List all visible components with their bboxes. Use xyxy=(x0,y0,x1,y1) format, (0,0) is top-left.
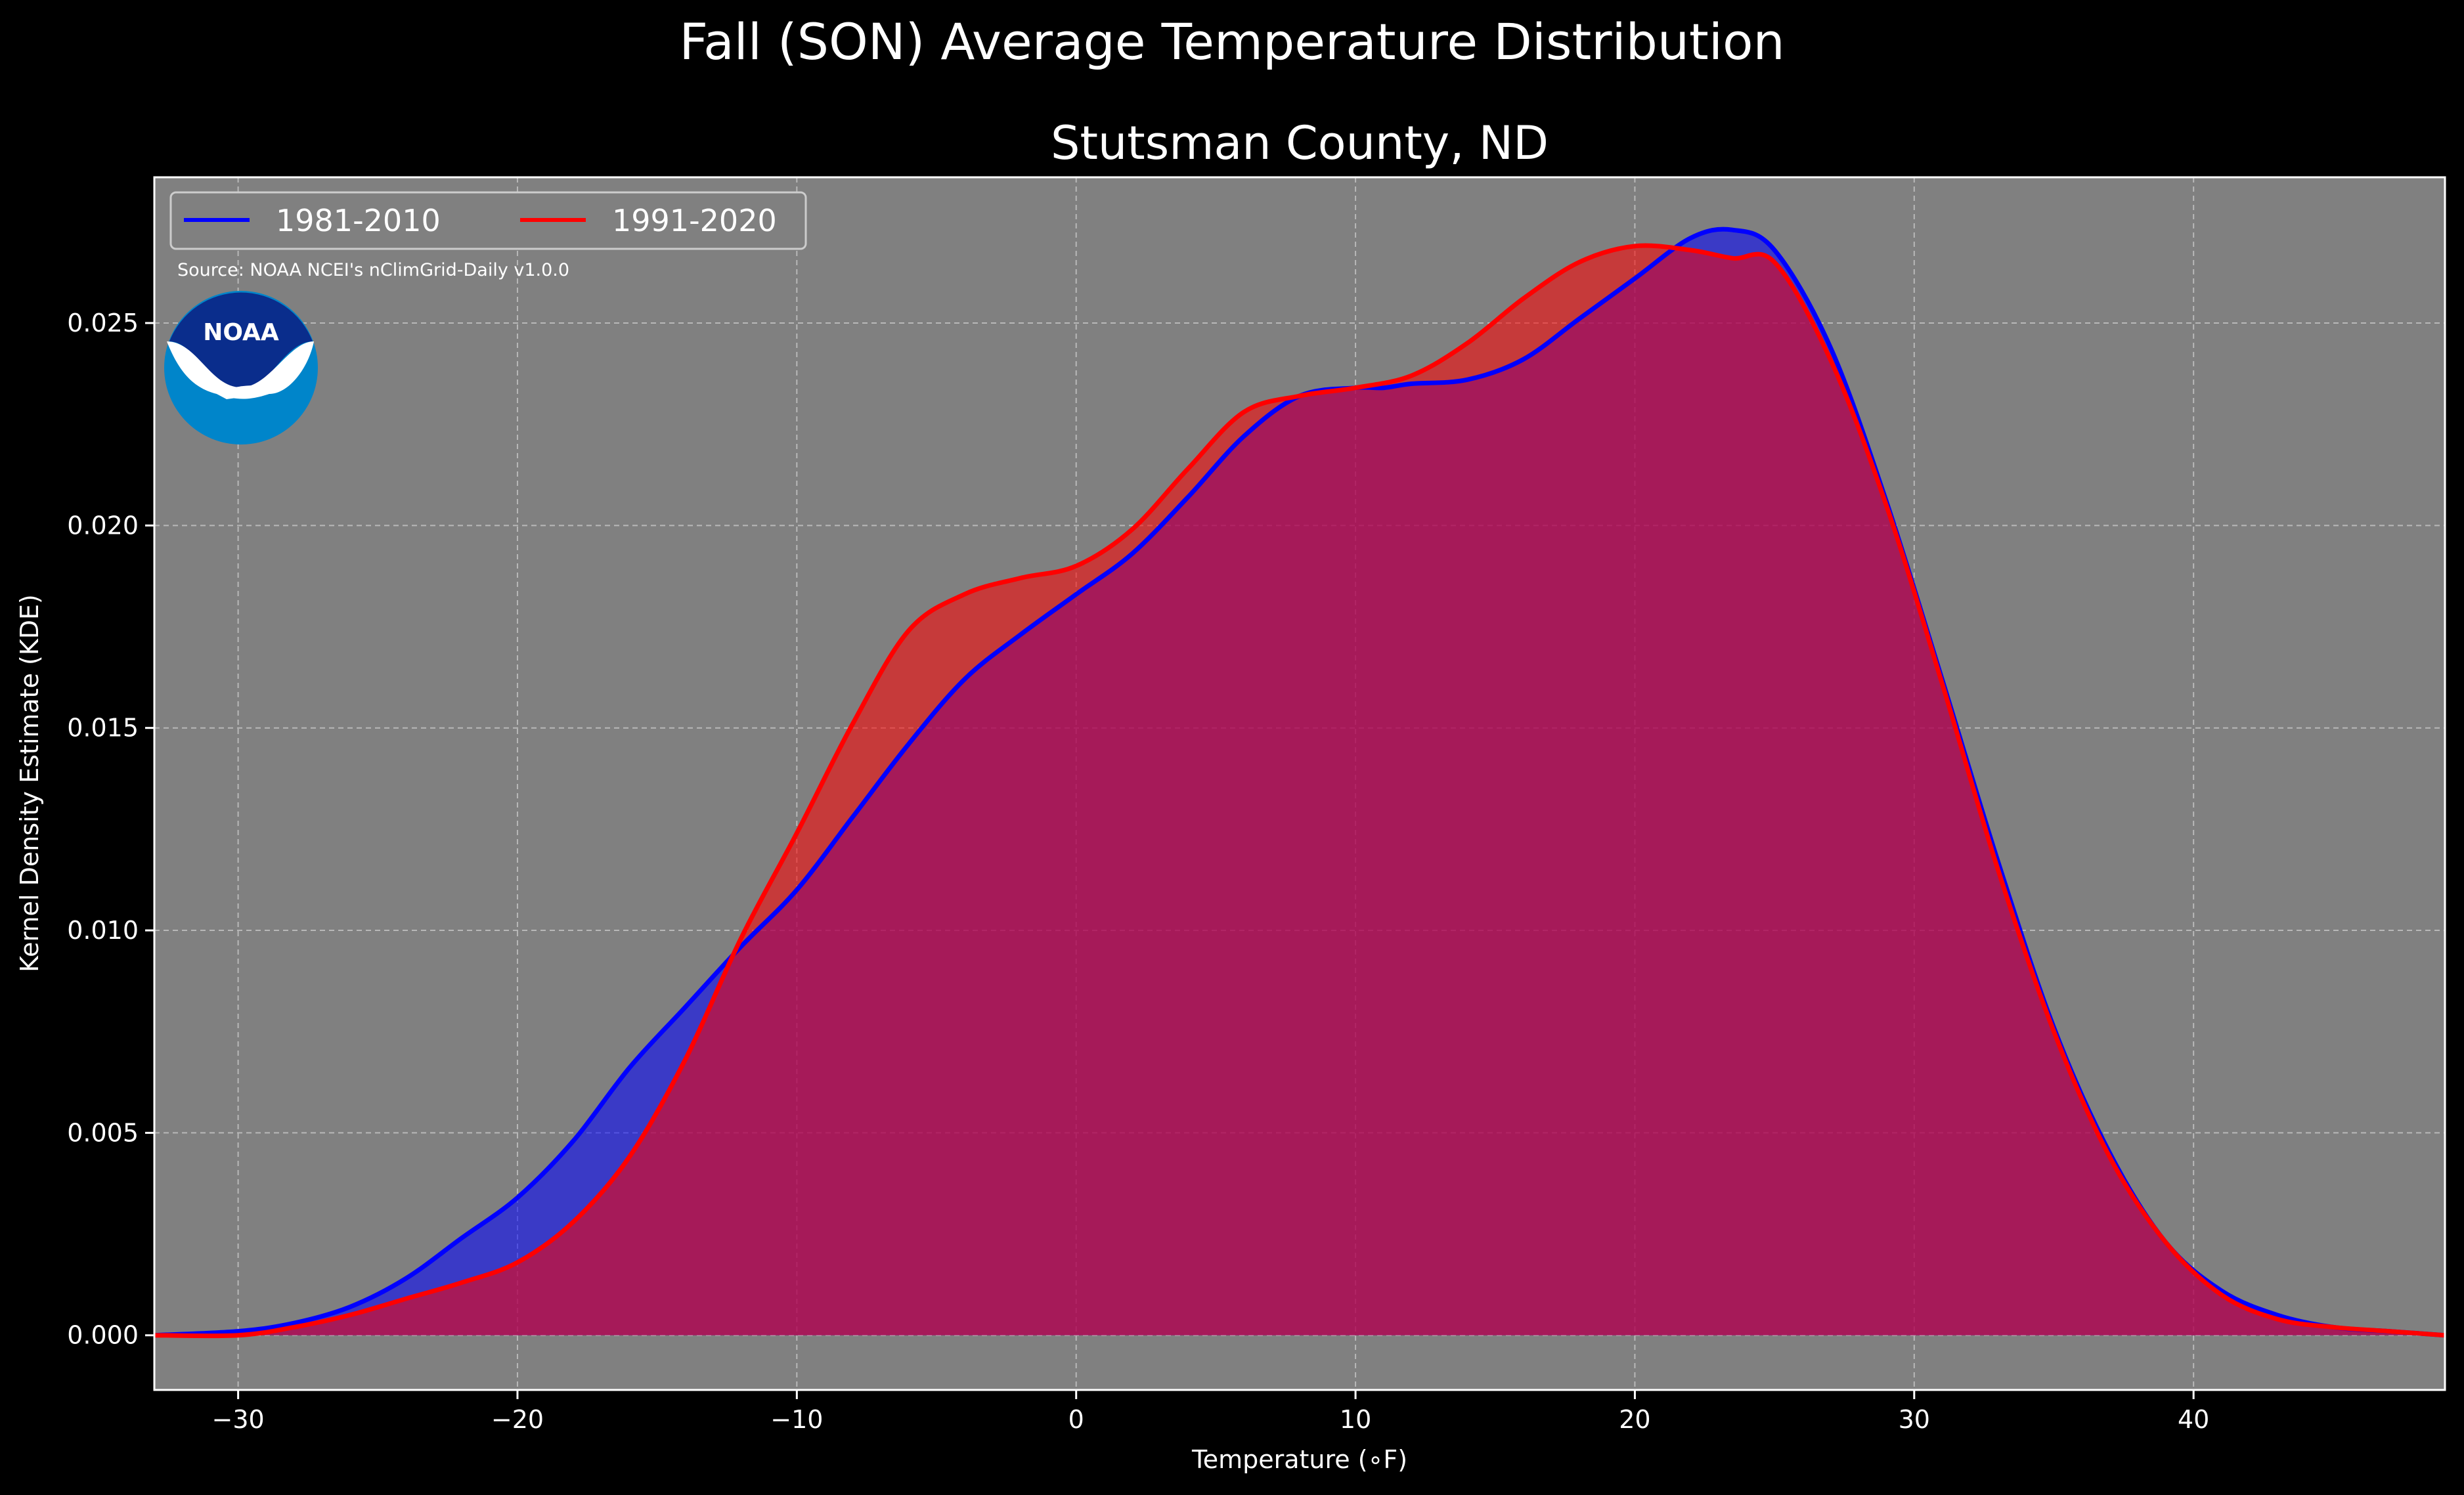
y-tick-label: 0.000 xyxy=(67,1321,139,1350)
y-tick-label: 0.005 xyxy=(67,1118,139,1147)
y-axis-label: Kernel Density Estimate (KDE) xyxy=(15,594,44,972)
x-tick-label: 30 xyxy=(1899,1405,1930,1434)
y-tick-label: 0.025 xyxy=(67,309,139,337)
x-axis: −30 −20 −10 0 10 20 30 40 xyxy=(212,1390,2209,1434)
x-tick-label: 10 xyxy=(1340,1405,1371,1434)
x-tick-label: 40 xyxy=(2178,1405,2209,1434)
plot-area xyxy=(153,176,2446,1391)
legend-box xyxy=(169,191,807,250)
area-1991-2020 xyxy=(154,245,2445,1336)
x-tick-label: −10 xyxy=(770,1405,823,1434)
y-tick-label: 0.010 xyxy=(67,916,139,945)
chart-title: Fall (SON) Average Temperature Distribut… xyxy=(679,12,1784,71)
plot-frame xyxy=(153,176,2446,1391)
noaa-logo-icon: NOAA xyxy=(164,291,318,444)
x-tick-label: −30 xyxy=(212,1405,265,1434)
series-areas xyxy=(154,229,2445,1336)
legend-label-1991-2020: 1991-2020 xyxy=(612,203,777,238)
chart-subtitle: Stutsman County, ND xyxy=(1051,116,1549,170)
y-tick-label: 0.020 xyxy=(67,511,139,540)
x-tick-label: 0 xyxy=(1068,1405,1084,1434)
noaa-logo-text: NOAA xyxy=(203,319,279,346)
source-annotation: Source: NOAA NCEI's nClimGrid-Daily v1.0… xyxy=(177,260,569,280)
line-1991-2020 xyxy=(154,243,2446,1339)
legend: 1981-2010 1991-2020 xyxy=(169,191,807,250)
x-tick-label: 20 xyxy=(1619,1405,1650,1434)
y-tick-label: 0.015 xyxy=(67,714,139,743)
y-axis: 0.000 0.005 0.010 0.015 0.020 0.025 xyxy=(67,309,154,1350)
x-tick-label: −20 xyxy=(491,1405,544,1434)
legend-label-1981-2010: 1981-2010 xyxy=(276,203,441,238)
x-axis-label: Temperature (∘F) xyxy=(1191,1445,1407,1474)
series-lines xyxy=(154,227,2446,1339)
gridlines xyxy=(154,177,2445,1390)
